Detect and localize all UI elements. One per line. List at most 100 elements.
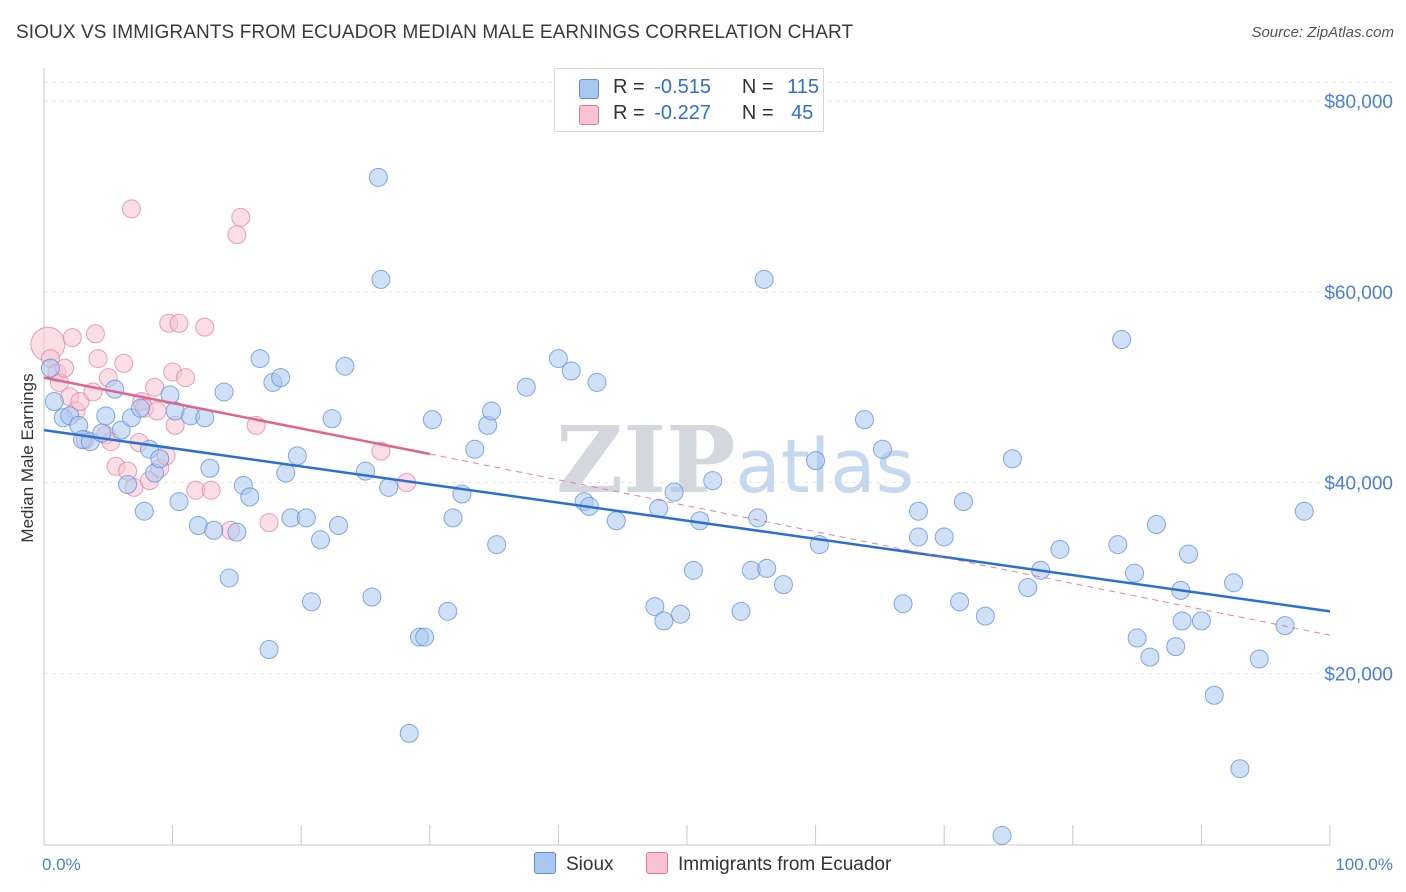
sioux-point (664, 482, 684, 502)
sioux-point (703, 471, 723, 491)
sioux-point (204, 520, 224, 540)
sioux-point (872, 439, 892, 459)
y-tick-label: $40,000 (1324, 474, 1393, 495)
sioux-point (271, 368, 291, 388)
sioux-point (1112, 330, 1132, 350)
sioux-point (214, 382, 234, 402)
ecuador-point (231, 207, 251, 227)
sioux-point (908, 501, 928, 521)
ecuador-point (114, 353, 134, 373)
sioux-point (748, 508, 768, 528)
sioux-point (992, 825, 1012, 845)
series-sioux-points (40, 167, 1314, 845)
sioux-point (806, 451, 826, 471)
sioux-point (362, 587, 382, 607)
sioux-point (371, 269, 391, 289)
legend-item-ecuador: Immigrants from Ecuador (646, 852, 891, 876)
ecuador-point (201, 480, 221, 500)
sioux-point (671, 604, 691, 624)
sioux-point (1179, 544, 1199, 564)
sioux-point (465, 439, 485, 459)
correlation-legend: R = -0.515 N = 115 R = -0.227 N = 45 (554, 68, 824, 132)
sioux-point (368, 167, 388, 187)
sioux-point (975, 606, 995, 626)
sioux-point (134, 501, 154, 521)
sioux-point (96, 406, 116, 426)
sioux-legend-label: Sioux (566, 854, 614, 875)
x-tick-labels: 0.0% 100.0% (42, 855, 1393, 874)
sioux-trend-line (43, 428, 1331, 613)
y-tick-labels: $20,000 $40,000 $60,000 $80,000 (1324, 92, 1393, 685)
legend-text: R = -0.227 N = 45 (613, 102, 813, 125)
sioux-point (227, 522, 247, 542)
sioux-point (606, 511, 626, 531)
sioux-point (1166, 637, 1186, 657)
sioux-point (1002, 449, 1022, 469)
sioux-point (250, 349, 270, 369)
sioux-point (754, 269, 774, 289)
sioux-point (1249, 649, 1269, 669)
ecuador-swatch (579, 105, 599, 125)
ecuador-point (175, 368, 195, 388)
sioux-point (422, 410, 442, 430)
sioux-point (561, 361, 581, 381)
legend-item-sioux: Sioux (534, 852, 614, 876)
chart-title: SIOUX VS IMMIGRANTS FROM ECUADOR MEDIAN … (16, 22, 854, 43)
y-tick-label: $60,000 (1324, 283, 1393, 304)
ecuador-point (88, 349, 108, 369)
x-tick-label: 100.0% (1335, 855, 1393, 874)
r-label: R = (613, 102, 645, 124)
sioux-point (169, 492, 189, 512)
series-ecuador-points (30, 199, 417, 540)
sioux-point (40, 358, 60, 378)
ecuador-legend-label: Immigrants from Ecuador (678, 854, 892, 875)
sioux-point (757, 558, 777, 578)
y-axis-label: Median Male Earnings (18, 373, 37, 542)
n-label: N = (741, 102, 774, 124)
sioux-point (1191, 611, 1211, 631)
ecuador-point (70, 392, 90, 412)
sioux-point (219, 568, 239, 588)
n-value: 45 (791, 102, 814, 124)
ecuador-point (227, 225, 247, 245)
sioux-point (482, 401, 502, 421)
ecuador-point (62, 328, 82, 348)
sioux-point (587, 372, 607, 392)
sioux-point (118, 474, 138, 494)
sioux-point (773, 575, 793, 595)
sioux-point (516, 377, 536, 397)
r-label: R = (613, 76, 645, 98)
watermark: ZIPatlas (556, 406, 914, 514)
sioux-point (1294, 501, 1314, 521)
sioux-point (1125, 563, 1145, 583)
sioux-point (1108, 535, 1128, 555)
sioux-point (399, 723, 419, 743)
sioux-point (259, 639, 279, 659)
sioux-point (287, 446, 307, 466)
sioux-point (276, 463, 296, 483)
sioux-point (683, 560, 703, 580)
sioux-point (1140, 647, 1160, 667)
sioux-point (335, 356, 355, 376)
sioux-point (105, 379, 125, 399)
sioux-point (301, 592, 321, 612)
ecuador-point (85, 324, 105, 344)
y-tick-label: $20,000 (1324, 664, 1393, 685)
sioux-point (200, 458, 220, 478)
legend-text: R = -0.515 N = 115 (613, 76, 819, 99)
sioux-point (310, 530, 330, 550)
sioux-point (328, 515, 348, 535)
sioux-point (379, 477, 399, 497)
ecuador-legend-swatch (646, 852, 668, 874)
sioux-point (953, 492, 973, 512)
sioux-point (322, 409, 342, 429)
sioux-point (893, 594, 913, 614)
sioux-point (415, 627, 435, 647)
axes (43, 68, 1331, 846)
sioux-point (950, 592, 970, 612)
ecuador-point (259, 513, 279, 533)
sioux-swatch (579, 79, 599, 99)
sioux-point (1172, 611, 1192, 631)
sioux-point (854, 410, 874, 430)
